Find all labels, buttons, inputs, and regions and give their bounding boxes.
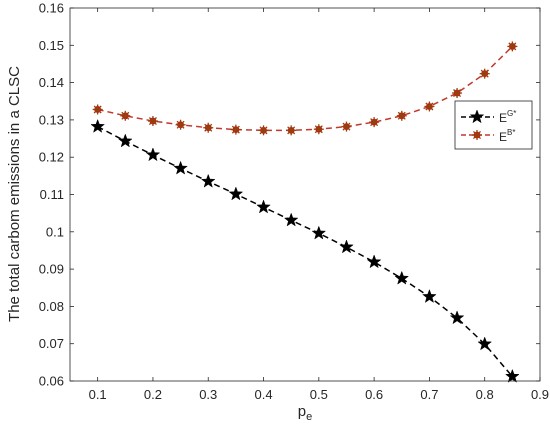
y-tick-label: 0.11 <box>40 187 64 202</box>
legend-asterisk-icon <box>472 130 482 140</box>
data-point-asterisk <box>396 110 407 121</box>
legend-asterisk-marker <box>472 130 482 140</box>
data-point-star <box>145 147 161 162</box>
data-point-star <box>339 239 354 254</box>
data-point-asterisk <box>452 88 463 99</box>
series-e-b <box>92 41 518 136</box>
marker-stroke <box>231 125 240 134</box>
plot-frame <box>69 7 541 382</box>
data-point-star <box>366 254 382 269</box>
legend-label-b: EB* <box>499 128 515 144</box>
x-tick-label: 0.3 <box>199 387 217 402</box>
x-axis-label-main: p <box>298 403 306 420</box>
data-point-star <box>311 225 327 240</box>
x-tick-label: 0.8 <box>476 387 494 402</box>
data-point-asterisk <box>120 110 131 121</box>
legend-label-b-base: E <box>499 130 507 144</box>
y-tick-label: 0.14 <box>39 75 64 90</box>
data-point-star <box>422 288 437 303</box>
series-line <box>97 45 513 132</box>
legend-box <box>454 100 533 150</box>
data-point-asterisk <box>507 41 518 52</box>
x-tick-label: 0.4 <box>254 387 272 402</box>
data-point-star <box>173 160 188 175</box>
x-tick-label: 0.1 <box>89 387 107 402</box>
plot-area <box>70 8 540 381</box>
legend-label-g-base: E <box>499 111 507 125</box>
marker-stroke <box>176 120 185 129</box>
legend-star-marker <box>469 109 485 124</box>
y-tick-label: 0.08 <box>39 299 64 314</box>
data-point-asterisk <box>258 125 269 136</box>
marker-stroke <box>287 126 296 135</box>
marker-stroke <box>370 118 379 127</box>
series-e-g <box>90 118 520 383</box>
marker-stroke <box>314 125 323 134</box>
data-point-asterisk <box>341 121 352 132</box>
series-line <box>97 125 513 378</box>
x-tick-label: 0.7 <box>420 387 438 402</box>
data-point-star <box>394 270 410 285</box>
y-tick-label: 0.13 <box>39 112 64 127</box>
marker-stroke <box>480 69 489 78</box>
marker-stroke <box>397 111 406 120</box>
x-tick-label: 0.5 <box>310 387 328 402</box>
x-axis-label-sub: e <box>306 411 312 423</box>
data-point-asterisk <box>147 116 158 127</box>
data-point-star <box>449 310 465 325</box>
data-point-star <box>200 173 216 188</box>
x-tick-label: 0.9 <box>531 387 549 402</box>
data-point-star <box>256 199 271 214</box>
marker-stroke <box>342 122 351 131</box>
legend-label-b-sup: B* <box>507 128 515 137</box>
data-point-star <box>477 336 493 351</box>
data-point-star <box>117 133 133 148</box>
y-tick-label: 0.09 <box>39 262 64 277</box>
ticks-layer: 0.1 0.2 0.3 0.4 0.5 0.6 0.7 0.8 0.9 0.06 0.07 0.08 0… <box>39 1 549 403</box>
marker-stroke <box>425 102 434 111</box>
data-point-asterisk <box>175 119 186 130</box>
legend: EG* EB* <box>454 100 533 150</box>
marker-stroke <box>473 131 481 139</box>
marker-stroke <box>204 123 213 132</box>
data-point-asterisk <box>286 125 297 136</box>
marker-stroke <box>259 126 268 135</box>
data-point-asterisk <box>313 124 324 135</box>
data-point-asterisk <box>92 104 103 115</box>
x-tick-label: 0.2 <box>144 387 162 402</box>
marker-stroke <box>93 105 102 114</box>
y-tick-label: 0.07 <box>39 336 64 351</box>
data-point-asterisk <box>479 68 490 79</box>
marker-stroke <box>453 89 462 98</box>
y-tick-label: 0.12 <box>39 150 64 165</box>
y-tick-label: 0.16 <box>39 1 64 16</box>
y-tick-label: 0.06 <box>39 374 64 389</box>
marker-stroke <box>508 42 517 51</box>
x-tick-label: 0.6 <box>365 387 383 402</box>
data-point-star <box>228 186 244 201</box>
data-point-star <box>90 118 105 133</box>
data-point-asterisk <box>203 122 214 133</box>
data-point-asterisk <box>424 101 435 112</box>
y-tick-label: 0.15 <box>39 38 64 53</box>
series-layer <box>90 41 520 383</box>
legend-label-g: EG* <box>499 109 516 125</box>
y-tick-label: 0.1 <box>46 224 64 239</box>
data-point-asterisk <box>230 124 241 135</box>
marker-stroke <box>121 111 130 120</box>
legend-star-icon <box>469 109 485 124</box>
data-point-asterisk <box>369 117 380 128</box>
x-axis-label: pe <box>298 403 312 423</box>
data-point-star <box>283 212 299 227</box>
marker-stroke <box>148 117 157 126</box>
data-point-star <box>505 368 520 383</box>
legend-label-g-sup: G* <box>507 109 516 118</box>
y-axis-label: The total carbom emissions in a CLSC <box>6 66 23 322</box>
